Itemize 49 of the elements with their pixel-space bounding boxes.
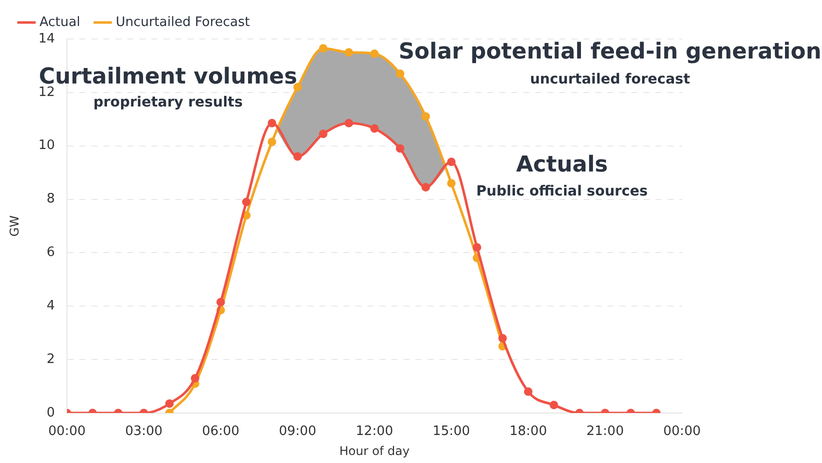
annotation: Actuals [516,152,608,178]
point [293,152,302,161]
point [344,118,354,128]
point [268,118,276,128]
point [293,82,302,92]
annotation: proprietary results [93,94,243,111]
point [242,198,251,206]
annotation: Public official sources [476,184,648,200]
y-tick-label: 0 [46,405,55,420]
annotation: uncurtailed forecast [530,72,690,88]
point [421,183,430,192]
annotation: Solar potential feed-in generation [398,40,822,65]
y-tick-label: 6 [46,245,55,260]
y-tick-label: 14 [38,31,55,46]
x-tick-label: 09:00 [278,424,316,440]
legend-label: Actual [40,14,80,30]
point [318,130,328,138]
point [421,112,430,121]
legend-label: Uncurtailed Forecast [116,14,250,30]
y-tick-label: 10 [38,138,55,154]
point [396,69,404,78]
point [344,48,354,57]
x-tick-label: 15:00 [432,424,470,440]
point [396,144,404,153]
y-tick-label: 2 [46,352,55,367]
y-tick-label: 4 [46,298,55,314]
point [472,243,482,252]
x-tick-label: 03:00 [125,424,163,440]
x-tick-label: 00:00 [48,424,86,440]
point [216,298,225,306]
x-tick-label: 18:00 [510,424,547,440]
x-tick-label: 21:00 [586,424,624,440]
x-tick-label: 12:00 [356,424,394,440]
point [165,399,174,408]
x-tick-label: 00:00 [663,424,701,440]
point [318,44,328,53]
point [190,374,200,383]
point [447,158,456,166]
y-tick-label: 8 [46,192,55,207]
point [550,400,558,410]
x-axis-title: Hour of day [339,444,410,458]
point [370,49,379,58]
point [524,387,532,396]
x-tick-label: 06:00 [202,424,240,440]
y-axis-title: GW [7,215,22,237]
point [268,138,276,146]
point [498,334,507,342]
point [370,124,379,133]
point [447,179,456,188]
